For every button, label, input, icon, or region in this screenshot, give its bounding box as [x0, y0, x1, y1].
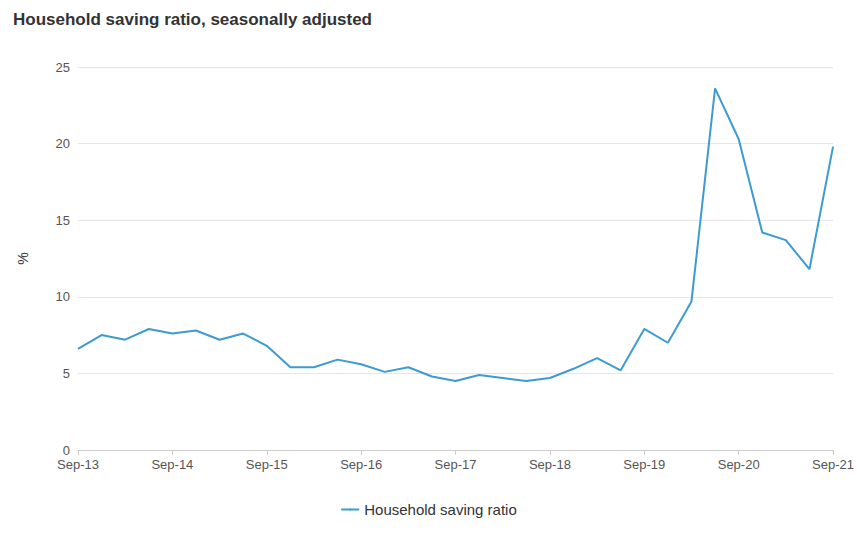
- svg-text:10: 10: [56, 289, 70, 304]
- svg-text:Sep-15: Sep-15: [246, 457, 288, 472]
- svg-text:Household saving ratio: Household saving ratio: [364, 501, 517, 518]
- svg-text:20: 20: [56, 136, 70, 151]
- svg-text:Sep-19: Sep-19: [623, 457, 665, 472]
- svg-text:0: 0: [63, 443, 70, 458]
- svg-text:Sep-20: Sep-20: [718, 457, 760, 472]
- svg-text:Sep-21: Sep-21: [812, 457, 854, 472]
- svg-text:Sep-13: Sep-13: [57, 457, 99, 472]
- svg-text:Sep-14: Sep-14: [151, 457, 193, 472]
- svg-text:5: 5: [63, 366, 70, 381]
- svg-text:25: 25: [56, 60, 70, 75]
- svg-text:Sep-16: Sep-16: [340, 457, 382, 472]
- svg-text:15: 15: [56, 213, 70, 228]
- svg-text:Household saving ratio, season: Household saving ratio, seasonally adjus…: [13, 10, 372, 29]
- svg-text:%: %: [15, 252, 31, 264]
- svg-text:Sep-18: Sep-18: [529, 457, 571, 472]
- svg-text:Sep-17: Sep-17: [435, 457, 477, 472]
